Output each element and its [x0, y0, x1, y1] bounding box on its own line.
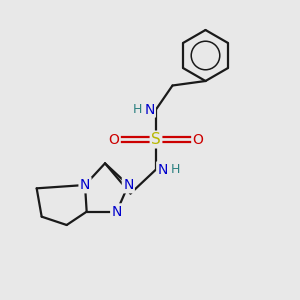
Text: H: H: [170, 163, 180, 176]
Text: N: N: [144, 103, 154, 116]
Text: N: N: [123, 178, 134, 192]
Text: N: N: [80, 178, 90, 192]
Text: N: N: [112, 205, 122, 219]
Text: O: O: [109, 133, 119, 146]
Text: N: N: [158, 163, 168, 176]
Text: H: H: [132, 103, 142, 116]
Text: O: O: [193, 133, 203, 146]
Text: S: S: [151, 132, 161, 147]
